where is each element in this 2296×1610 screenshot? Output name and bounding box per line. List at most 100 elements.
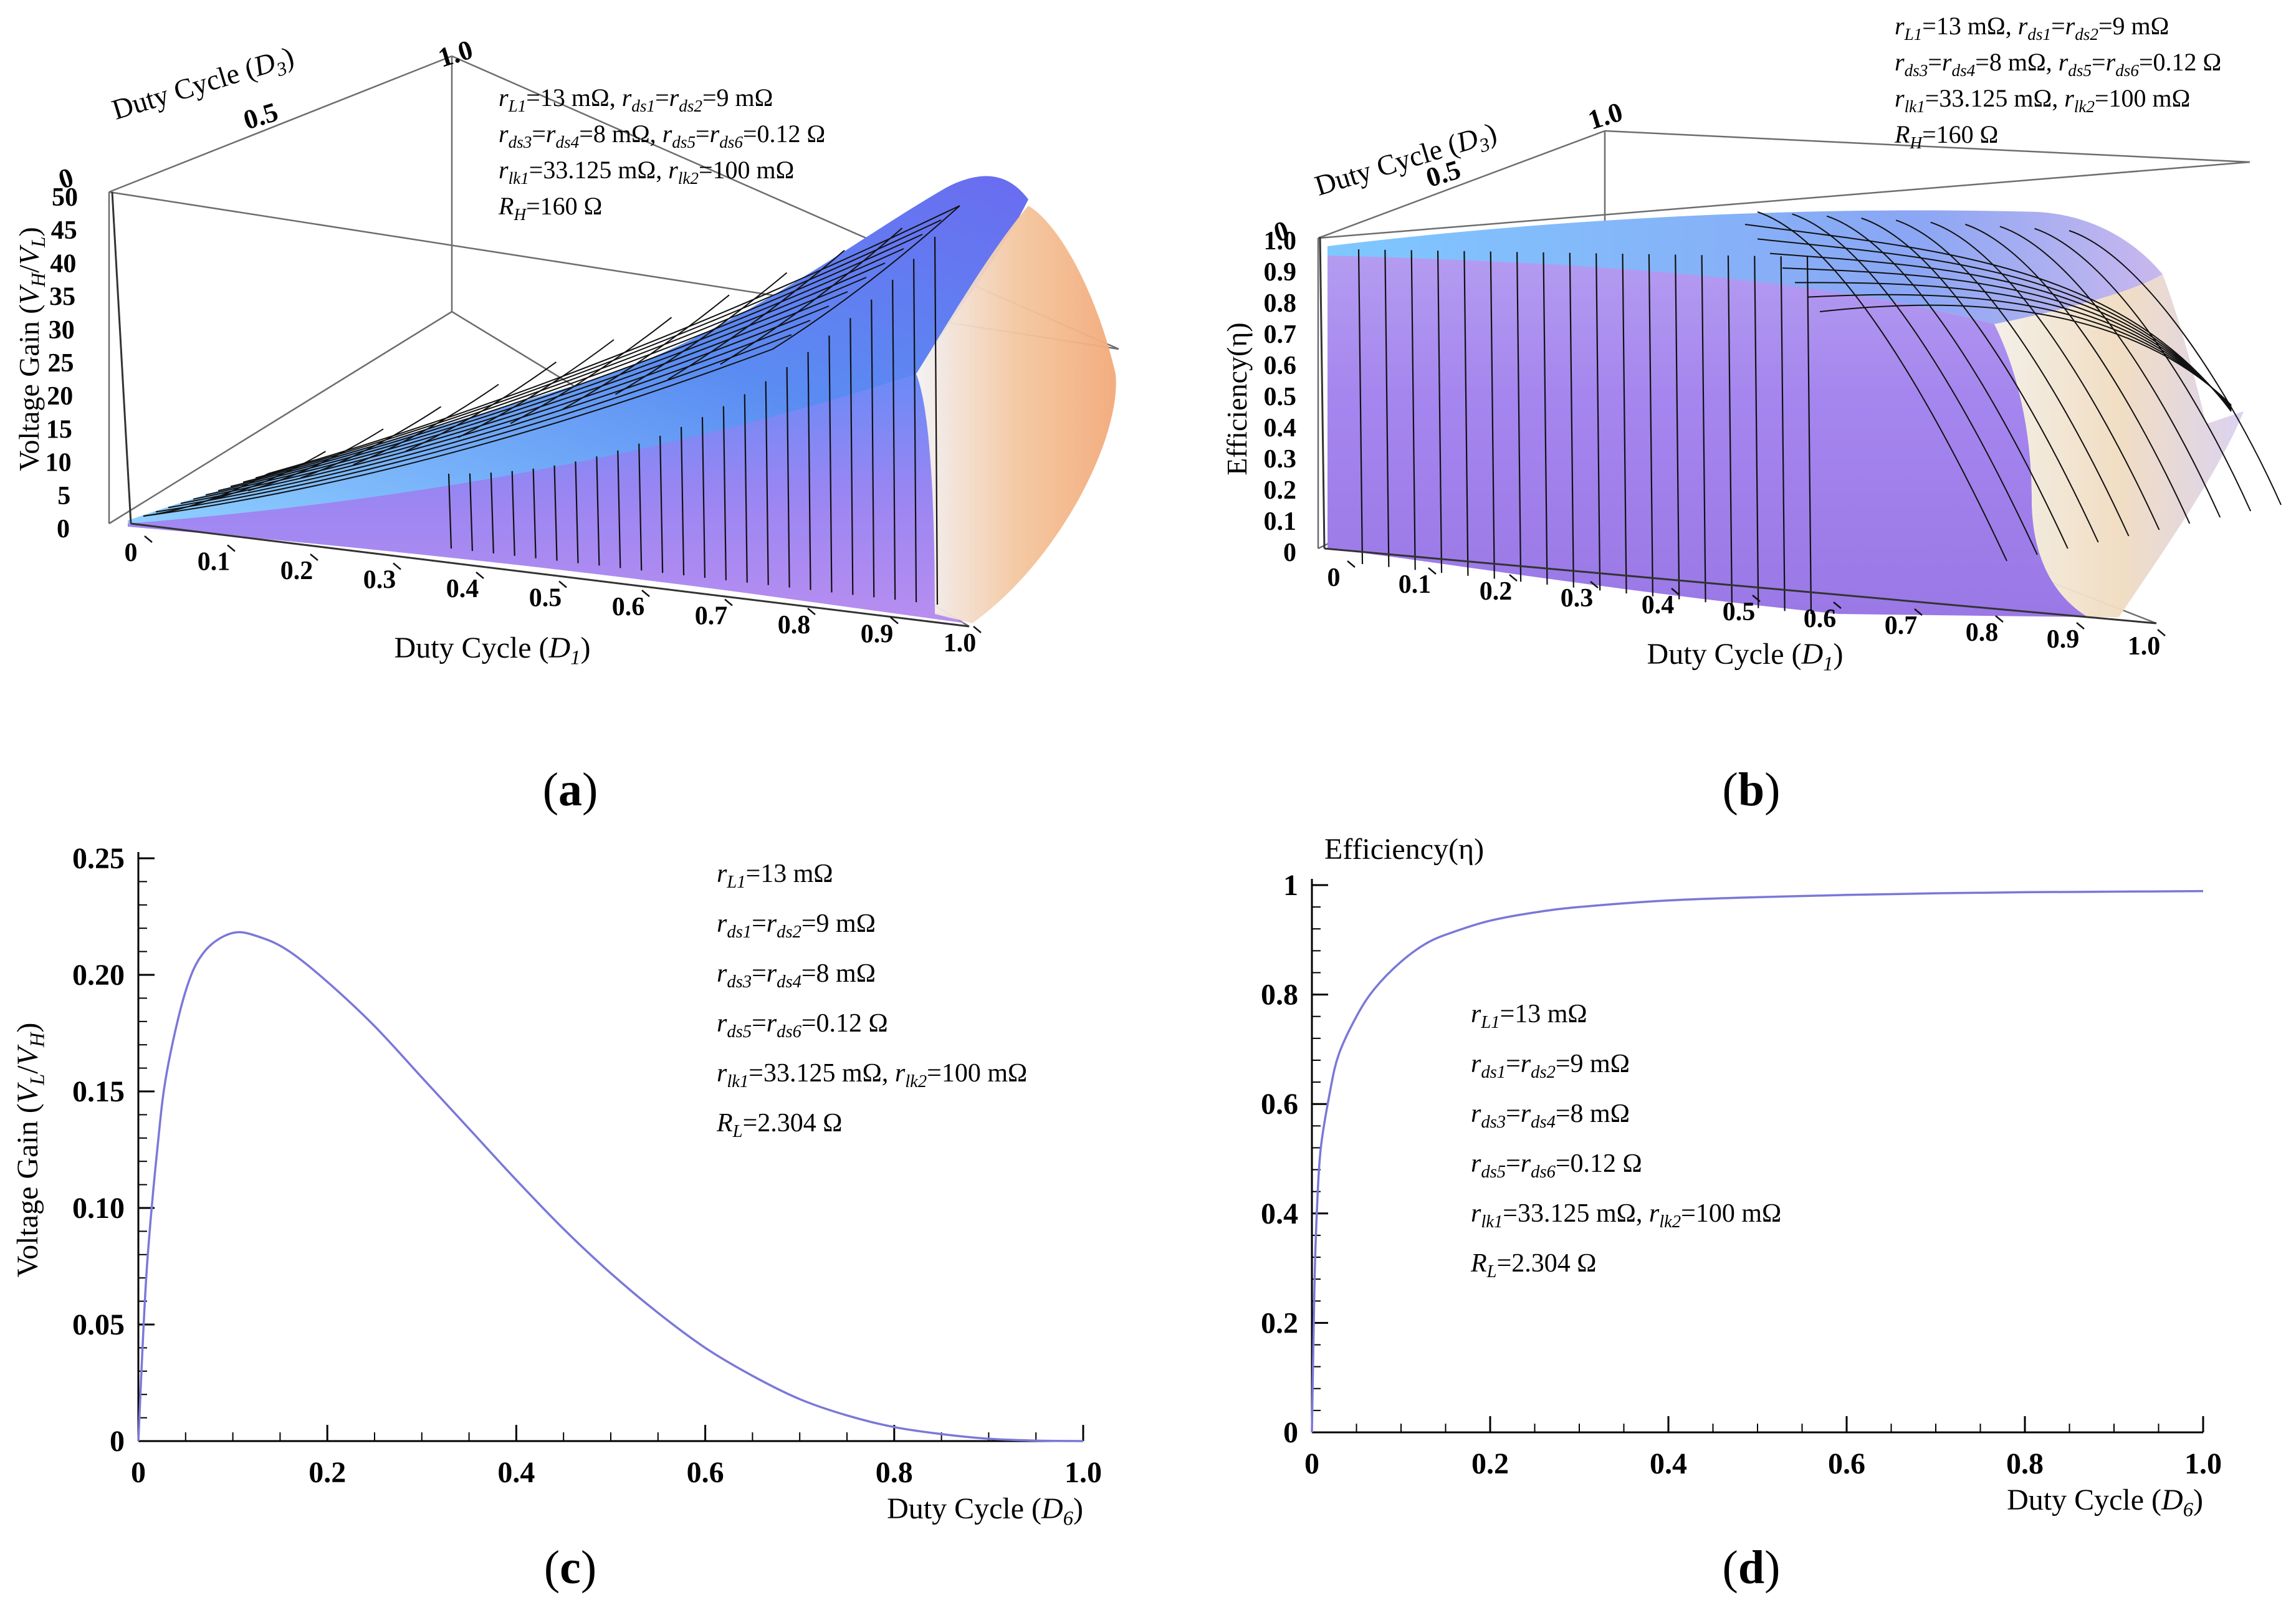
y-tick-label: 0.8 [1261,979,1298,1012]
y-tick-label: 0.10 [72,1192,125,1225]
mesh-line [218,262,886,492]
mesh-line [510,317,672,424]
y-tick-label: 0.05 [72,1308,125,1341]
annotation-line: rds5=rds6=0.12 Ω [717,1009,888,1042]
y-tick-label: 0.5 [240,97,282,136]
mesh-line [1807,294,2232,407]
front-grid-line [553,465,558,561]
x-tick-mark [724,598,733,606]
y-tick-label: 0.6 [1261,1088,1298,1121]
box-edge [108,55,452,193]
z-tick-label: 0.2 [1264,476,1297,505]
x-tick-mark [393,562,401,570]
box-edge [108,310,452,525]
x-tick-mark [807,608,816,615]
front-grid-line [1543,252,1548,585]
mesh-line [2034,228,2252,512]
front-grid-line [490,472,494,553]
x-tick-label: 0.1 [198,548,231,577]
x-tick-label: 0.8 [778,611,811,640]
front-grid-line [807,352,811,590]
annotation-line: rL1=13 mΩ [717,860,833,892]
mesh-line [168,320,811,509]
panel-label-c: (c) [544,1541,596,1594]
front-grid-line [1648,254,1653,597]
x-tick-label: 1.0 [944,629,977,658]
panel-d-line-chart: 0 0.2 0.4 0.6 0.8 1.0 0 0.2 0.4 0.6 0.8 1 Duty Cycle… [1261,833,2222,1521]
z-tick-label: 0.8 [1264,289,1297,318]
x-tick-label: 0.7 [1885,611,1918,640]
x-tick-label: 0.6 [1828,1447,1865,1480]
x-tick-label: 0.9 [861,620,894,649]
x-tick-label: 0.3 [363,566,396,595]
front-grid-line [765,381,769,585]
front-grid-line [701,417,706,578]
x-tick-mark [1914,608,1923,616]
z-tick-label: 35 [49,283,75,312]
front-grid-line [511,471,515,556]
y-axis-title: Duty Cycle (D3) [1311,117,1502,206]
z-tick-label: 0 [57,515,70,544]
mesh-line [267,205,960,474]
z-tick-label: 20 [47,382,73,411]
annotation-line: rds3=rds4=8 mΩ [717,959,876,992]
mesh-line [205,277,867,496]
annotation-line: rds1=rds2=9 mΩ [1471,1050,1630,1082]
front-grid-line [1569,252,1574,588]
annotation-line: rlk1=33.125 mΩ, rlk2=100 mΩ [1471,1199,1781,1232]
mesh-line [155,334,792,513]
y-tick-label: 1.0 [434,34,476,74]
mesh-line [143,348,773,517]
mesh-line [1819,304,2232,406]
mesh-line [1792,213,2038,555]
annotation-line: rlk1=33.125 mΩ, rlk2=100 mΩ [717,1059,1027,1091]
z-tick-label: 0.6 [1264,352,1297,380]
front-grid-line [447,473,452,549]
z-axis-line [1319,236,1326,549]
mesh-line [1895,219,2130,537]
x-tick-mark [973,626,982,633]
mesh-line [772,205,960,350]
x-tick-label: 0 [131,1456,146,1489]
front-grid-line [1410,250,1416,570]
z-axis-line [111,191,132,524]
x-tick-label: 0.6 [612,593,645,621]
mesh-line [1757,238,2232,411]
x-tick-label: 0.2 [1471,1447,1509,1480]
mesh-line [1757,211,2007,562]
y-tick-label: 0.25 [72,842,125,875]
annotation-line: rlk1=33.125 mΩ, rlk2=100 mΩ [499,156,794,188]
x-tick-label: 1.0 [2128,632,2161,661]
mesh-line [1769,252,2232,410]
z-tick-label: 0.1 [1264,507,1297,536]
x-axis-line [1324,547,2157,625]
x-axis-title: Duty Cycle (D1) [1647,638,1844,676]
series-line [137,931,1084,1442]
front-grid-line [1701,255,1706,603]
x-tick-label: 0.8 [2006,1447,2044,1480]
z-tick-label: 0.5 [1264,383,1297,411]
x-tick-mark [476,572,484,579]
box-edge [1604,130,2251,163]
front-grid-line [1384,249,1390,567]
front-grid-line [1675,254,1680,600]
front-grid-line [532,468,537,558]
front-grid-line [596,456,600,566]
panel-b-surface-plot: 0 0.1 0.2 0.3 0.4 0.5 0.6 0.7 0.8 0.9 1.000.10.20.… [1221,12,2282,676]
x-axis-title: Duty Cycle (D6) [887,1492,1083,1530]
x-tick-label: 0.5 [1723,598,1756,626]
x-tick-label: 0.2 [280,557,313,585]
x-tick-mark [1671,588,1680,595]
mesh-line [1965,224,2191,524]
x-tick-label: 0.1 [1399,570,1432,599]
z-tick-label: 0.3 [1264,445,1297,474]
mesh-line [1794,282,2232,408]
x-tick-mark [1590,581,1599,588]
annotation-line: RL=2.304 Ω [716,1109,842,1141]
x-tick-label: 1.0 [1064,1456,1102,1489]
z-tick-label: 0 [1283,539,1296,567]
z-tick-label: 40 [50,249,76,278]
x-tick-mark [1833,601,1842,609]
